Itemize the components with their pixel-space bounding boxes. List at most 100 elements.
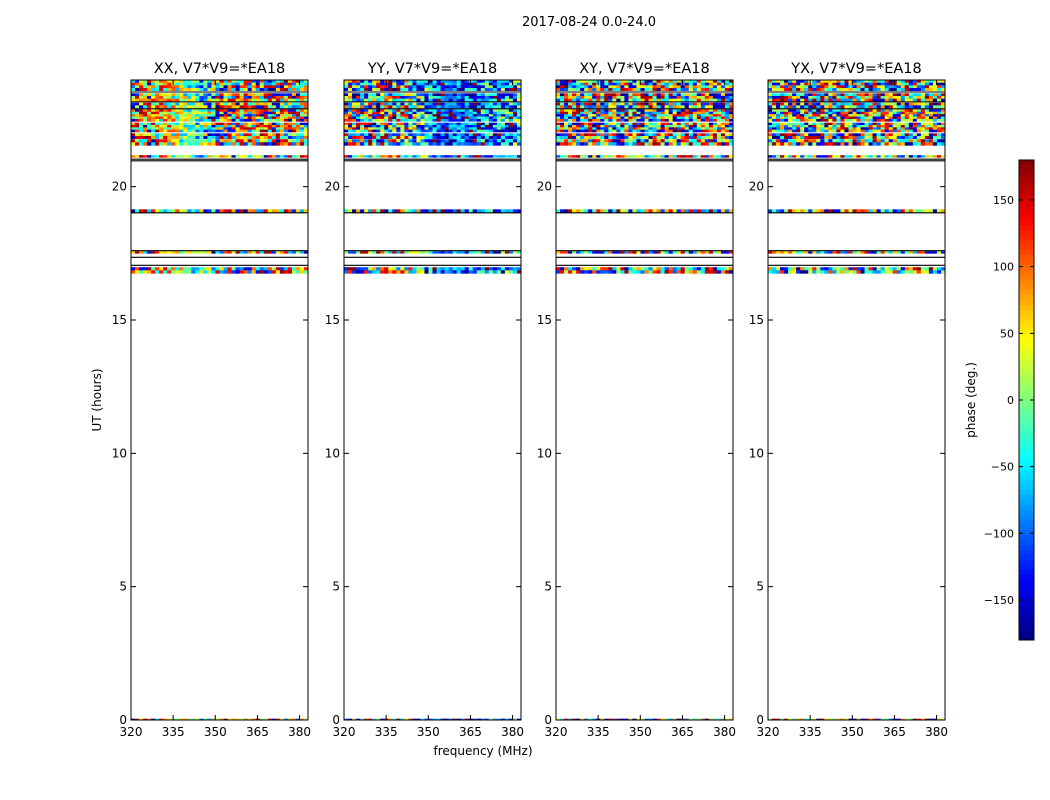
heatmap-cell (876, 82, 882, 86)
heatmap-cell (860, 98, 865, 102)
heatmap-cell (131, 118, 136, 122)
heatmap-cell (175, 116, 180, 120)
heatmap-cell (500, 85, 506, 89)
heatmap-cell (448, 718, 454, 720)
heatmap-cell (596, 155, 601, 158)
heatmap-cell (612, 118, 617, 122)
heatmap-cell (352, 114, 357, 117)
heatmap-cell (207, 718, 212, 720)
heatmap-cell (211, 267, 216, 271)
heatmap-cell (908, 109, 914, 113)
heatmap-cell (892, 111, 898, 115)
heatmap-cell (684, 111, 690, 115)
heatmap-cell (692, 142, 698, 146)
heatmap-cell (676, 125, 682, 128)
heatmap-cell (271, 85, 277, 89)
heatmap-cell (147, 109, 152, 113)
heatmap-cell (716, 88, 722, 91)
heatmap-cell (404, 102, 409, 106)
heatmap-cell (896, 102, 902, 106)
heatmap-cell (368, 93, 373, 97)
heatmap-cell (295, 267, 301, 271)
heatmap-cell (676, 133, 682, 137)
heatmap-cell (356, 270, 361, 274)
heatmap-cell (408, 102, 413, 106)
heatmap-cell (167, 155, 172, 158)
heatmap-cell (816, 122, 821, 126)
heatmap-cell (820, 96, 825, 99)
heatmap-cell (267, 267, 273, 271)
heatmap-cell (720, 251, 726, 254)
heatmap-cell (147, 88, 152, 91)
heatmap-cell (612, 114, 617, 117)
heatmap-cell (820, 85, 825, 89)
heatmap-cell (139, 267, 144, 271)
heatmap-cell (844, 93, 849, 97)
heatmap-cell (364, 267, 369, 271)
heatmap-cell (408, 139, 413, 143)
heatmap-cell (456, 142, 462, 146)
heatmap-cell (876, 111, 882, 115)
heatmap-cell (275, 155, 281, 158)
heatmap-cell (299, 88, 305, 91)
heatmap-cell (344, 718, 349, 720)
heatmap-cell (616, 139, 621, 143)
heatmap-cell (384, 139, 389, 143)
heatmap-cell (267, 209, 273, 214)
heatmap-cell (884, 133, 890, 137)
heatmap-cell (904, 251, 910, 254)
heatmap-cell (460, 88, 466, 91)
heatmap-cell (476, 139, 482, 143)
heatmap-cell (388, 96, 393, 99)
heatmap-cell (476, 125, 482, 128)
heatmap-cell (496, 155, 502, 158)
heatmap-cell (291, 80, 297, 83)
heatmap-cell (556, 96, 561, 99)
heatmap-cell (299, 114, 305, 117)
heatmap-cell (820, 98, 825, 102)
heatmap-cell (800, 251, 805, 254)
heatmap-cell (880, 139, 886, 143)
heatmap-cell (836, 127, 841, 130)
heatmap-cell (207, 105, 212, 109)
heatmap-cell (604, 111, 609, 115)
heatmap-cell (592, 133, 597, 137)
heatmap-cell (664, 139, 670, 143)
heatmap-cell (828, 105, 833, 109)
heatmap-cell (728, 209, 733, 214)
heatmap-cell (900, 122, 906, 126)
heatmap-cell (788, 127, 793, 130)
heatmap-cell (692, 102, 698, 106)
heatmap-cell (287, 125, 293, 128)
heatmap-cell (432, 142, 437, 146)
heatmap-cell (720, 80, 726, 83)
heatmap-cell (932, 118, 938, 122)
heatmap-cell (812, 270, 817, 274)
heatmap-cell (864, 209, 869, 214)
heatmap-cell (352, 85, 357, 89)
heatmap-cell (476, 105, 482, 109)
heatmap-cell (263, 85, 269, 89)
heatmap-cell (932, 267, 938, 271)
heatmap-cell (275, 270, 281, 274)
heatmap-cell (556, 122, 561, 126)
heatmap-cell (275, 139, 281, 143)
heatmap-cell (624, 129, 629, 133)
heatmap-cell (372, 98, 377, 102)
heatmap-cell (267, 114, 273, 117)
heatmap-cell (235, 111, 241, 115)
heatmap-cell (468, 85, 474, 89)
heatmap-cell (436, 136, 441, 139)
heatmap-cell (444, 102, 449, 106)
heatmap-cell (616, 114, 621, 117)
heatmap-cell (155, 139, 160, 143)
heatmap-cell (688, 267, 694, 271)
heatmap-cell (291, 122, 297, 126)
heatmap-cell (588, 102, 593, 106)
heatmap-cell (632, 125, 637, 128)
heatmap-cell (768, 116, 773, 120)
heatmap-cell (496, 114, 502, 117)
heatmap-cell (287, 155, 293, 158)
heatmap-cell (420, 88, 425, 91)
heatmap-cell (644, 142, 649, 146)
